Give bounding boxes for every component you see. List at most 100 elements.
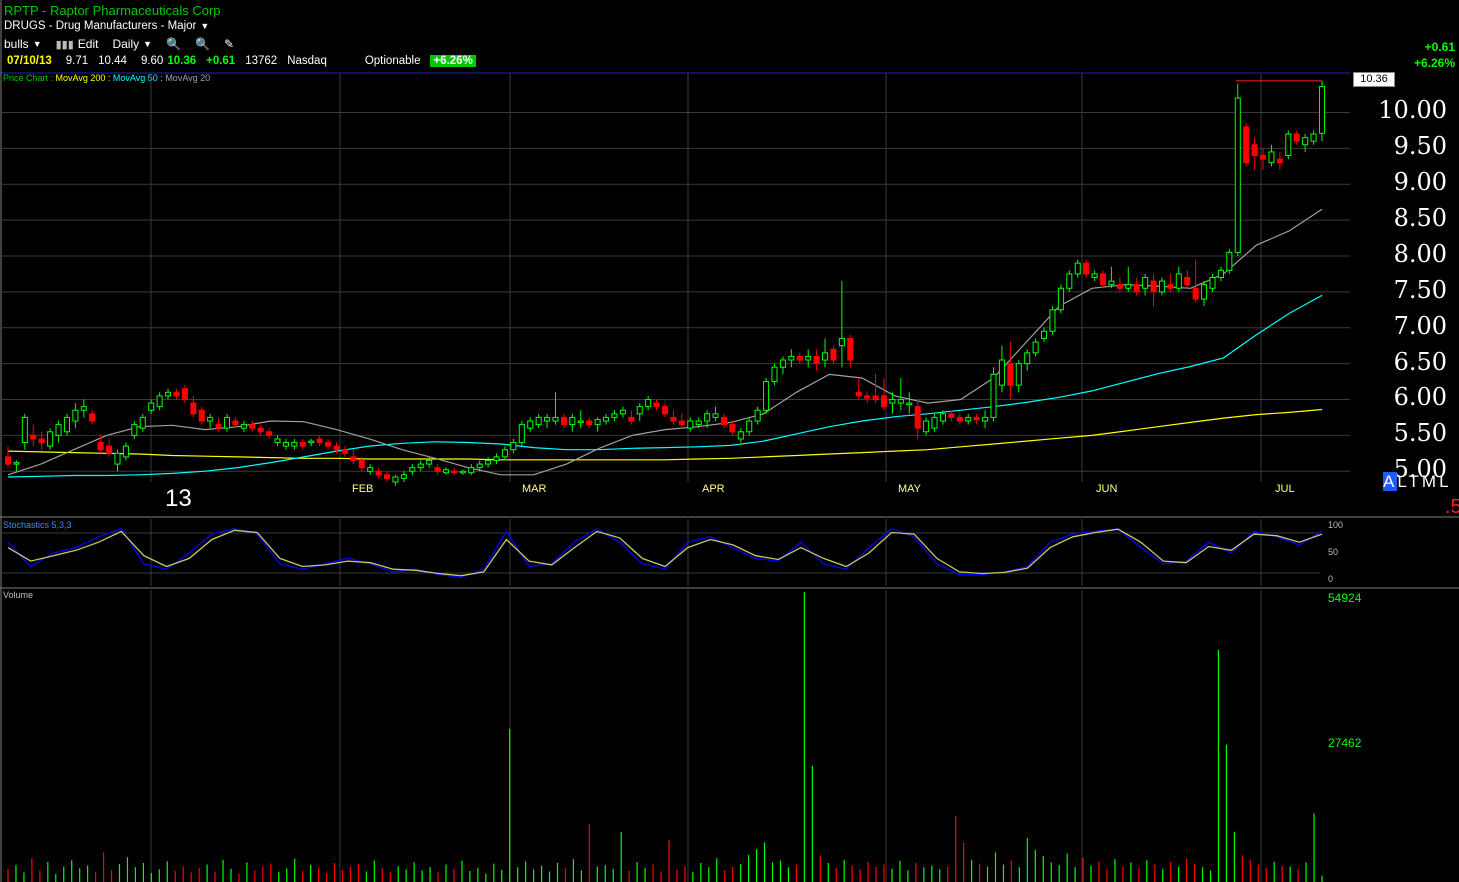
candle-body <box>604 417 609 421</box>
altml-selector[interactable]: ALTML <box>1383 472 1452 492</box>
price-tick-label: 9.00 <box>1394 168 1447 196</box>
candle-body <box>64 417 69 431</box>
candle-body <box>983 417 988 421</box>
candle-body <box>789 356 794 360</box>
candle-body <box>31 435 36 439</box>
candle-body <box>460 471 465 473</box>
candle-body <box>654 403 659 407</box>
year-label: 13 <box>165 485 192 513</box>
candle-body <box>873 396 878 400</box>
candle-body <box>401 475 406 479</box>
candle-body <box>957 417 962 421</box>
candle-body <box>1185 278 1190 285</box>
candle-body <box>974 417 979 419</box>
candle-body <box>637 407 642 414</box>
candle-body <box>578 421 583 423</box>
candle-body <box>924 421 929 432</box>
candle-body <box>1269 152 1274 163</box>
last-price-box: 10.36 <box>1353 72 1395 87</box>
candle-body <box>865 396 870 398</box>
candle-body <box>410 468 415 472</box>
candle-body <box>452 471 457 473</box>
price-tick-label: 7.50 <box>1394 276 1447 304</box>
altml-rest[interactable]: LTML <box>1397 472 1451 491</box>
candle-body <box>1227 252 1232 270</box>
candle-body <box>612 414 617 418</box>
candle-body <box>688 421 693 428</box>
candle-body <box>1016 364 1021 386</box>
candle-body <box>570 417 575 424</box>
candle-body <box>747 421 752 432</box>
candle-body <box>334 446 339 450</box>
candle-body <box>1159 281 1164 292</box>
candle-body <box>1252 145 1257 156</box>
candle-body <box>233 421 238 425</box>
candle-body <box>662 407 667 414</box>
candle-body <box>528 421 533 428</box>
candle-body <box>1261 156 1266 160</box>
candle-body <box>772 367 777 381</box>
candle-body <box>486 460 491 464</box>
candle-body <box>823 353 828 360</box>
candle-body <box>393 477 398 482</box>
volume-pane <box>8 592 1322 882</box>
candle-body <box>368 468 373 472</box>
candle-body <box>1134 285 1139 292</box>
candle-body <box>494 457 499 461</box>
candle-body <box>81 407 86 411</box>
candle-body <box>940 414 945 421</box>
candle-body <box>5 457 10 464</box>
candle-body <box>241 425 246 429</box>
candle-body <box>898 399 903 403</box>
candle-body <box>890 399 895 403</box>
altml-a[interactable]: A <box>1383 472 1397 491</box>
candle-body <box>1210 278 1215 289</box>
candles <box>5 81 1324 486</box>
candle-body <box>587 421 592 425</box>
candle-body <box>1126 285 1131 289</box>
candle-body <box>1235 98 1240 252</box>
candle-body <box>755 410 760 421</box>
candle-body <box>705 414 710 421</box>
volume-tick-label: 27462 <box>1328 736 1361 750</box>
month-label: FEB <box>352 483 373 495</box>
candle-body <box>140 417 145 428</box>
candle-body <box>1092 274 1097 278</box>
candle-body <box>595 420 600 425</box>
candle-body <box>1100 274 1105 285</box>
red-dot-label: .5 <box>1445 496 1459 519</box>
candle-body <box>881 396 886 407</box>
month-label: MAY <box>898 483 921 495</box>
candle-body <box>991 374 996 417</box>
candle-body <box>48 432 53 446</box>
candle-body <box>915 407 920 429</box>
candle-body <box>1075 263 1080 274</box>
stochastics-pane <box>8 529 1322 578</box>
candle-body <box>427 460 432 464</box>
stochastics-label: Stochastics 5,3,3 <box>3 520 72 530</box>
stoch-k-line <box>8 529 1322 578</box>
candle-body <box>814 356 819 363</box>
candle-body <box>545 417 550 421</box>
candle-body <box>999 360 1004 385</box>
price-tick-label: 9.50 <box>1394 132 1447 160</box>
stoch-tick-label: 0 <box>1328 574 1333 584</box>
candle-body <box>1050 310 1055 332</box>
candle-body <box>1168 285 1173 289</box>
candle-body <box>182 389 187 400</box>
candle-body <box>216 425 221 429</box>
candle-body <box>166 392 171 396</box>
candle-body <box>1025 353 1030 364</box>
candle-body <box>1303 138 1308 145</box>
candle-body <box>174 392 179 396</box>
candle-body <box>1277 159 1282 163</box>
price-tick-label: 6.00 <box>1394 383 1447 411</box>
candle-body <box>907 403 912 405</box>
candle-body <box>157 396 162 407</box>
candle-body <box>435 468 440 472</box>
candle-body <box>191 403 196 414</box>
candle-body <box>646 399 651 406</box>
candle-body <box>831 349 836 360</box>
candle-body <box>519 425 524 443</box>
